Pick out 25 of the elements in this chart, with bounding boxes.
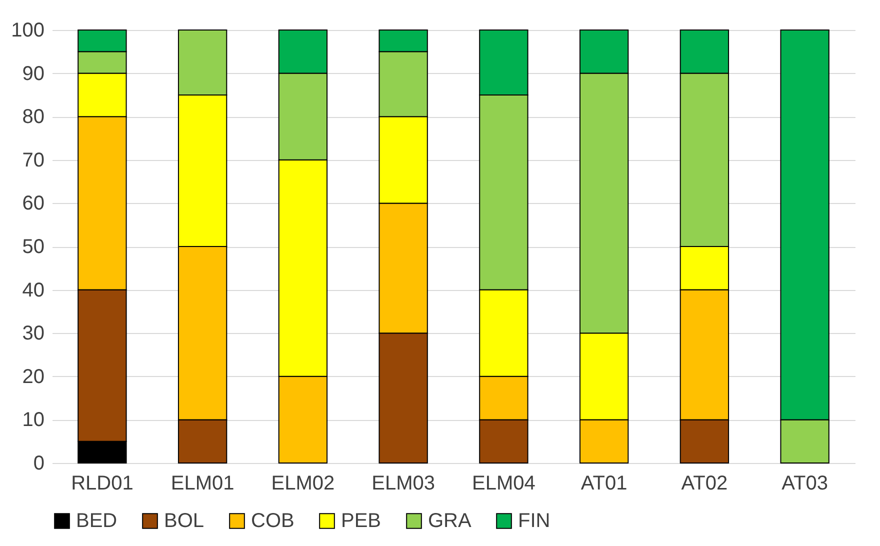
- x-tick-label: ELM02: [271, 472, 335, 494]
- x-tick-label: ELM04: [472, 472, 536, 494]
- y-tick-label: 90: [22, 62, 44, 85]
- y-tick-label: 70: [22, 149, 44, 172]
- y-tick-label: 10: [22, 409, 44, 432]
- y-tick-label: 20: [22, 366, 44, 388]
- y-tick-label: 60: [22, 192, 44, 215]
- y-tick-label: 50: [22, 236, 44, 258]
- x-tick-label: AT02: [681, 472, 728, 494]
- legend-label: FIN: [518, 510, 550, 532]
- y-tick-label: 0: [33, 452, 44, 474]
- x-tick-label: AT01: [580, 472, 628, 494]
- x-tick-label: ELM01: [170, 472, 234, 494]
- y-tick-label: 80: [22, 106, 44, 128]
- legend-label: PEB: [341, 510, 382, 532]
- y-tick-label: 100: [11, 20, 44, 42]
- x-tick-label: AT03: [782, 472, 828, 494]
- x-tick-label: ELM03: [372, 472, 435, 494]
- legend-label: BOL: [164, 510, 204, 532]
- legend-label: BED: [76, 510, 118, 532]
- x-tick-label: RLD01: [71, 472, 134, 494]
- y-tick-label: 40: [22, 279, 44, 302]
- y-tick-label: 30: [22, 322, 44, 345]
- legend-label: GRA: [428, 510, 472, 532]
- legend-label: COB: [251, 510, 294, 532]
